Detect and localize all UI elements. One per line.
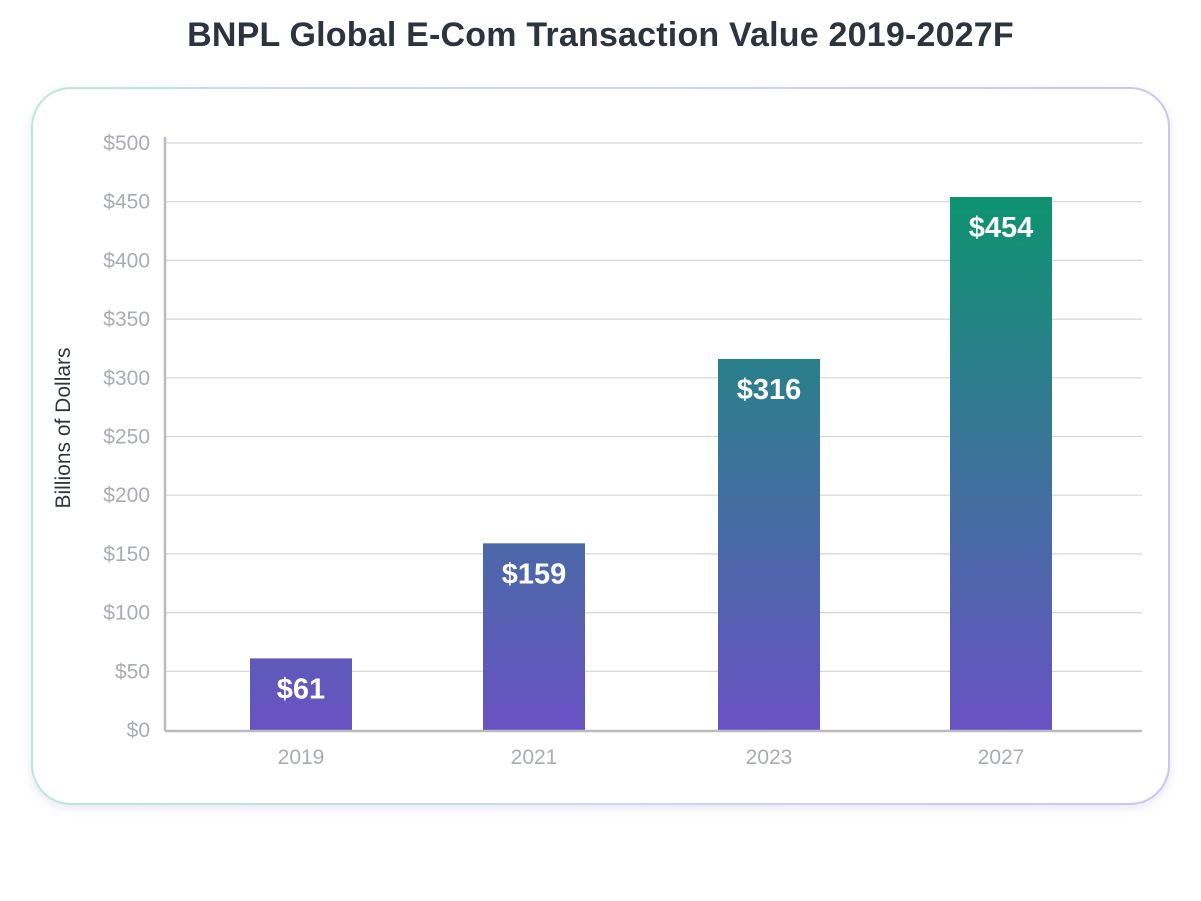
y-tick-label-0: $0 [127, 719, 150, 742]
y-tick-label-500: $500 [103, 132, 150, 155]
y-tick-label-50: $50 [115, 660, 150, 683]
y-tick-label-450: $450 [103, 191, 150, 214]
y-tick-label-100: $100 [103, 602, 150, 625]
y-tick-label-400: $400 [103, 249, 150, 272]
bar-2027 [950, 197, 1052, 730]
y-tick-label-250: $250 [103, 426, 150, 449]
bar-value-label-2027: $454 [969, 212, 1034, 244]
bar-2023 [718, 359, 820, 730]
bars: $61 $159 $316 $454 [250, 197, 1052, 730]
x-tick-labels: 2019 2021 2023 2027 [278, 746, 1025, 769]
x-tick-label-2023: 2023 [746, 746, 793, 769]
y-tick-label-300: $300 [103, 367, 150, 390]
bar-value-label-2023: $316 [737, 374, 802, 406]
x-tick-label-2021: 2021 [511, 746, 558, 769]
chart-title: BNPL Global E-Com Transaction Value 2019… [187, 16, 1014, 54]
bar-value-label-2019: $61 [277, 673, 325, 705]
y-tick-labels: $0 $50 $100 $150 $200 $250 $300 $350 $400 $450 $50… [103, 132, 150, 742]
y-tick-label-150: $150 [103, 543, 150, 566]
x-tick-label-2019: 2019 [278, 746, 325, 769]
axes [163, 137, 1142, 733]
bar-value-label-2021: $159 [502, 558, 567, 590]
y-tick-label-350: $350 [103, 308, 150, 331]
x-tick-label-2027: 2027 [978, 746, 1025, 769]
y-tick-label-200: $200 [103, 484, 150, 507]
bar-2019 [250, 658, 352, 730]
bar-2021 [483, 543, 585, 730]
